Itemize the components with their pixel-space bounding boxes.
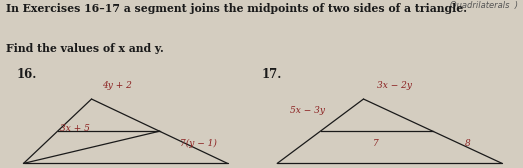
Text: 3x − 2y: 3x − 2y <box>377 81 412 90</box>
Text: 4y + 2: 4y + 2 <box>102 81 132 90</box>
Text: 5x − 3y: 5x − 3y <box>290 106 325 115</box>
Text: 8: 8 <box>465 139 471 148</box>
Text: 7: 7 <box>373 139 378 148</box>
Text: 3x + 5: 3x + 5 <box>60 124 90 133</box>
Text: Find the values of x and y.: Find the values of x and y. <box>6 43 164 54</box>
Text: 7(y − 1): 7(y − 1) <box>180 139 218 148</box>
Text: 17.: 17. <box>262 68 282 81</box>
Text: In Exercises 16–17 a segment joins the midpoints of two sides of a triangle.: In Exercises 16–17 a segment joins the m… <box>6 3 467 13</box>
Text: Quadrilaterals  ): Quadrilaterals ) <box>450 1 518 10</box>
Text: 16.: 16. <box>17 68 37 81</box>
